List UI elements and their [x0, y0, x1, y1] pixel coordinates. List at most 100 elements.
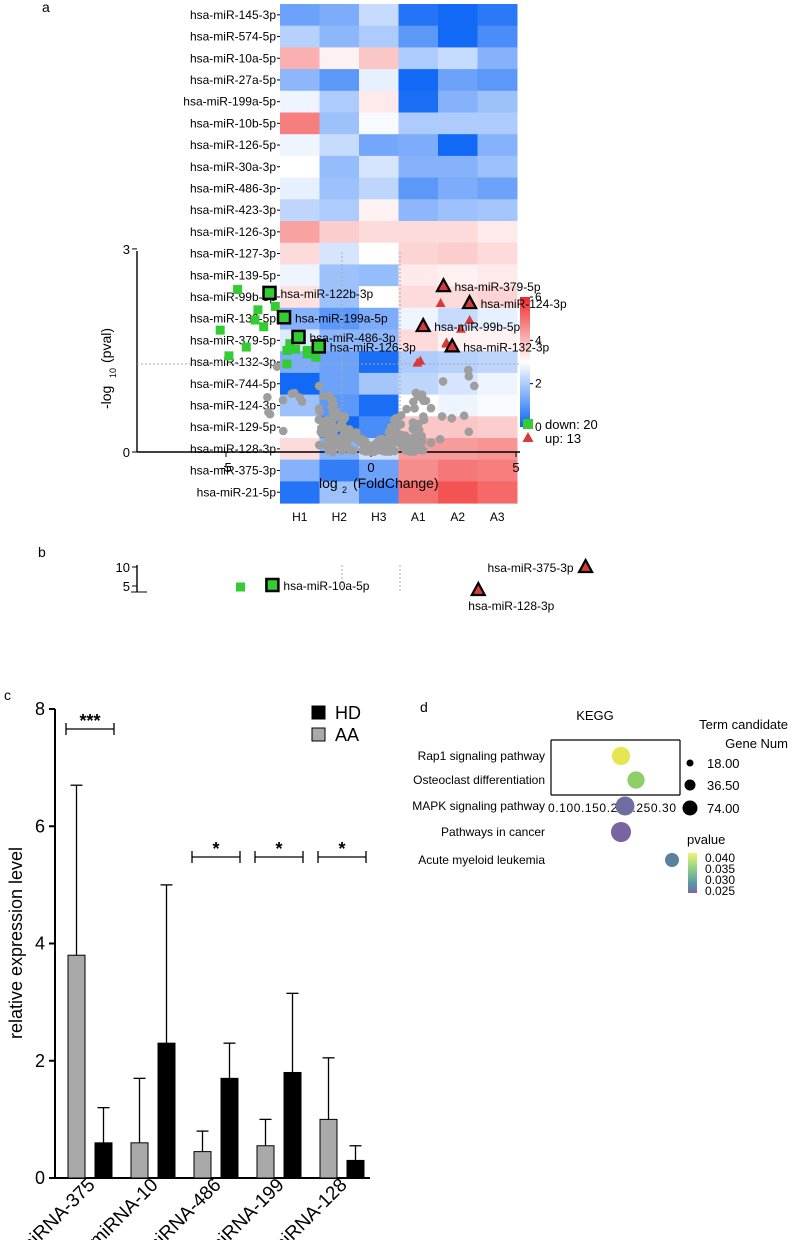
volcano-x-axis-title-tail: (FoldChange) [353, 475, 439, 491]
heatmap-cell [359, 394, 399, 417]
volcano-point-ns [464, 427, 474, 437]
heatmap-cell [280, 372, 320, 396]
heatmap-cell [477, 69, 518, 92]
heatmap-cell [477, 481, 518, 504]
kegg-bubble [627, 771, 645, 789]
heatmap-column-label: H3 [371, 510, 387, 524]
bar-legend-aa-marker [311, 727, 326, 742]
volcano-point-ns [278, 426, 288, 436]
bar-hd [157, 1042, 176, 1179]
heatmap-cell [319, 134, 360, 157]
heatmap-row-label: hsa-miR-145-3p [190, 8, 276, 22]
kegg-pathway-label: Rap1 signaling pathway [418, 749, 545, 763]
bar-significance-bracket [254, 851, 304, 863]
volcano-x-axis-title-sub: 2 [342, 485, 347, 495]
colorbar [520, 297, 530, 427]
volcano-point-ns [345, 430, 354, 440]
heatmap-cell [280, 155, 320, 179]
volcano-point-ns [426, 438, 436, 448]
volcano-point-down [224, 351, 234, 361]
bar-aa [193, 1151, 212, 1179]
bar-legend-hd-label: HD [335, 703, 361, 723]
volcano-point-ns [447, 414, 457, 423]
volcano-point-label: hsa-miR-132-3p [463, 340, 549, 354]
volcano-point-ns [367, 445, 377, 455]
volcano-point-ns [339, 442, 349, 451]
heatmap-row-label: hsa-miR-132-3p [190, 355, 276, 369]
panel-label-b: b [38, 544, 46, 560]
heatmap-row-label: hsa-miR-27a-5p [190, 73, 276, 87]
heatmap-cell [319, 90, 360, 113]
heatmap-cell [438, 481, 478, 504]
heatmap-cell [438, 199, 478, 222]
heatmap-cell [477, 177, 518, 200]
bar-y-axis-title: relative expression level [6, 847, 26, 1039]
heatmap-column-label: H2 [332, 510, 348, 524]
volcano-y-tick-label: 5 [123, 579, 130, 594]
volcano-legend-up-label: up: 13 [545, 431, 581, 446]
volcano-y-tick-label: 10 [116, 560, 130, 575]
heatmap-row-label: hsa-miR-128-3p [190, 442, 276, 456]
volcano-x-tick-label: 5 [512, 460, 519, 475]
bar-significance-label: * [338, 839, 345, 859]
volcano-point-ns [409, 397, 418, 407]
heatmap-cell [280, 264, 320, 287]
heatmap-row-label: hsa-miR-10b-5p [190, 116, 276, 130]
heatmap-cell [280, 459, 320, 482]
heatmap-cell [319, 307, 360, 330]
heatmap-cell [359, 112, 399, 135]
volcano-point-ns [329, 414, 338, 424]
volcano-point-ns [426, 403, 436, 413]
bar-significance-label: *** [79, 711, 100, 731]
volcano-point-ns [278, 395, 288, 405]
heatmap-cell [477, 307, 518, 330]
heatmap-row-label: hsa-miR-375-3p [190, 464, 276, 478]
heatmap-cell [438, 307, 478, 330]
kegg-bubble [610, 821, 632, 843]
colorbar-tick-label: 4 [535, 333, 542, 347]
heatmap-row-label: hsa-miR-129-5p [190, 420, 276, 434]
volcano-point-down [302, 349, 312, 359]
kegg-pathway-label: Osteoclast differentiation [413, 773, 545, 787]
heatmap-cell [398, 264, 439, 287]
kegg-color-legend-title: pvalue [687, 832, 725, 847]
heatmap-cell [438, 264, 478, 287]
volcano-point-ns [396, 411, 406, 420]
heatmap-cell [477, 90, 518, 113]
heatmap-row-label: hsa-miR-127-3p [190, 247, 276, 261]
heatmap-row-label: hsa-miR-423-3p [190, 203, 276, 217]
colorbar-tick-label: 0 [535, 420, 542, 434]
kegg-color-legend-label: 0.035 [705, 862, 735, 876]
heatmap-cell [477, 438, 518, 461]
heatmap-cell [280, 394, 320, 417]
kegg-size-legend-label: 74.00 [707, 801, 740, 816]
heatmap-cell [477, 221, 518, 244]
heatmap-cell [280, 112, 320, 135]
volcano-y-tick-label: 0 [123, 445, 130, 460]
volcano-point-up [464, 314, 475, 324]
volcano-point-label: hsa-miR-126-3p [330, 340, 416, 354]
bar-aa [319, 1118, 338, 1179]
heatmap-cell [438, 47, 478, 70]
bar-y-tick-label: 4 [35, 934, 45, 954]
heatmap-cell [319, 459, 360, 482]
volcano-point-ns [408, 418, 418, 427]
heatmap-cell [438, 25, 478, 48]
volcano-point-label: hsa-miR-99b-5p [434, 320, 520, 334]
heatmap-cell [319, 69, 360, 92]
heatmap-cell [359, 69, 399, 92]
bar-significance-bracket [191, 851, 241, 863]
heatmap-cell [359, 199, 399, 222]
colorbar-tick-label: 6 [535, 290, 542, 304]
heatmap-cell [359, 25, 399, 48]
heatmap-cell [359, 329, 399, 352]
volcano-point-ns [373, 445, 383, 455]
volcano-point-ns [321, 440, 331, 450]
bar-significance-bracket [317, 851, 367, 863]
heatmap-row-label: hsa-miR-199a-5p [183, 95, 276, 109]
volcano-point-ns [265, 409, 275, 419]
volcano-x-tick-label: -5 [220, 460, 232, 475]
bar-aa [130, 1142, 149, 1179]
heatmap-column-label: A3 [490, 510, 505, 524]
